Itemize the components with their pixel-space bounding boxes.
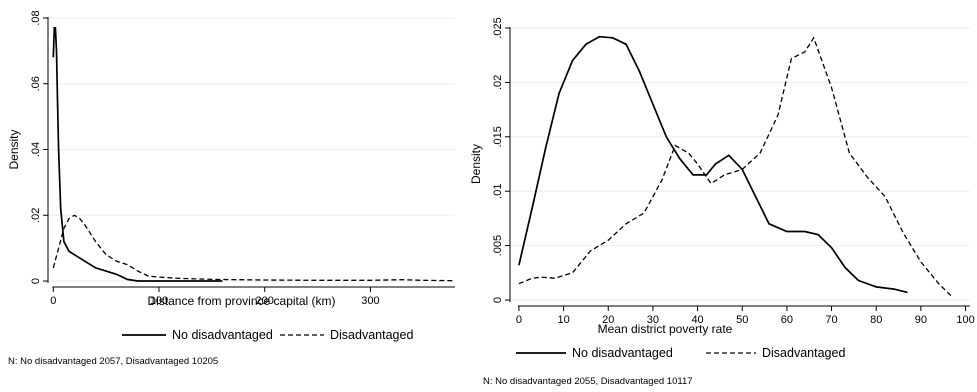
left-y-tick-label-2: .04 [30, 142, 42, 157]
right-x-tick-label-4: 40 [691, 314, 703, 326]
right-x-tick-label-6: 60 [781, 314, 793, 326]
left-labels: Density Distance from province capital (k… [7, 129, 336, 308]
right-axes: 0 .005 .01 .015 .02 .025 0 10 20 30 40 50 60 70 80 90 10… [492, 17, 975, 326]
left-x-tick-label-3: 300 [361, 295, 379, 307]
right-labels: Density Mean district poverty rate [469, 144, 733, 336]
right-series [518, 35, 953, 298]
right-y-axis-title: Density [469, 144, 483, 184]
left-gridlines [48, 17, 455, 282]
left-x-tick-label-2: 200 [256, 295, 274, 307]
left-y-tick-label-3: .06 [30, 76, 42, 91]
right-sample-note: N: No disadvantaged 2055, Disadvantaged … [483, 376, 693, 387]
right-density-panel: 0 .005 .01 .015 .02 .025 0 10 20 30 40 50 60 70 80 90 10… [469, 17, 975, 387]
left-series-disadvantaged-line [52, 214, 456, 282]
left-x-tick-label-1: 100 [150, 295, 168, 307]
left-y-tick-label-0: 0 [30, 278, 42, 284]
right-y-tick-label-4: .02 [492, 75, 504, 90]
right-y-tick-label-3: .015 [492, 126, 504, 147]
right-gridlines [510, 27, 970, 301]
left-legend-label-0: No disadvantaged [172, 328, 273, 342]
right-y-tick-label-5: .025 [492, 17, 504, 38]
right-x-tick-label-10: 100 [956, 314, 974, 326]
left-legend: No disadvantaged Disadvantaged N: No disad… [8, 328, 413, 367]
left-axes: 0 .02 .04 .06 .08 0 100 200 300 [30, 10, 455, 307]
right-x-tick-label-3: 30 [647, 314, 659, 326]
right-legend: No disadvantaged Disadvantaged N: No disad… [483, 346, 845, 387]
right-legend-label-1: Disadvantaged [762, 346, 845, 360]
right-x-tick-label-8: 80 [870, 314, 882, 326]
left-y-axis-title: Density [7, 129, 21, 169]
left-x-axis-title: Distance from province capital (km) [147, 294, 335, 308]
right-x-tick-label-0: 0 [516, 314, 522, 326]
left-sample-note: N: No disadvantaged 2057, Disadvantaged … [8, 356, 218, 367]
left-series-no-disadvantaged-line [52, 27, 223, 282]
left-legend-label-1: Disadvantaged [330, 328, 413, 342]
right-x-axis-title: Mean district poverty rate [598, 322, 733, 336]
left-y-tick-label-4: .08 [30, 10, 42, 25]
right-x-tick-label-7: 70 [825, 314, 837, 326]
right-x-tick-label-1: 10 [557, 314, 569, 326]
right-legend-label-0: No disadvantaged [572, 346, 673, 360]
right-series-disadvantaged-line [518, 36, 953, 298]
right-x-tick-label-9: 90 [915, 314, 927, 326]
left-series [52, 27, 456, 282]
left-y-tick-label-1: .02 [30, 208, 42, 223]
right-x-tick-label-5: 50 [736, 314, 748, 326]
right-x-tick-label-2: 20 [602, 314, 614, 326]
right-y-tick-label-0: 0 [492, 297, 504, 303]
right-y-tick-label-1: .005 [492, 235, 504, 256]
left-density-panel: 0 .02 .04 .06 .08 0 100 200 300 Density Distance … [7, 10, 456, 367]
right-series-no-disadvantaged-line [518, 35, 908, 294]
right-y-tick-label-2: .01 [492, 184, 504, 199]
left-x-tick-label-0: 0 [50, 295, 56, 307]
